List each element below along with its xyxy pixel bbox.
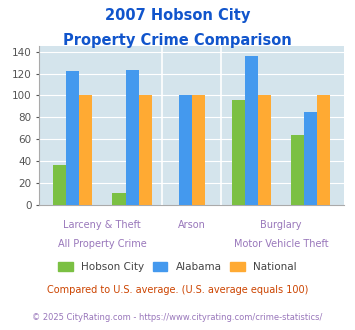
Text: © 2025 CityRating.com - https://www.cityrating.com/crime-statistics/: © 2025 CityRating.com - https://www.city…: [32, 313, 323, 322]
Bar: [317, 95, 331, 205]
Text: Compared to U.S. average. (U.S. average equals 100): Compared to U.S. average. (U.S. average …: [47, 285, 308, 295]
Text: All Property Crime: All Property Crime: [58, 240, 147, 249]
Bar: [231, 100, 245, 205]
Legend: Hobson City, Alabama, National: Hobson City, Alabama, National: [54, 258, 301, 276]
Bar: [304, 112, 317, 205]
Bar: [192, 95, 205, 205]
Bar: [66, 71, 79, 205]
Bar: [291, 135, 304, 205]
Bar: [79, 95, 92, 205]
Bar: [179, 95, 192, 205]
Bar: [139, 95, 152, 205]
Text: Property Crime Comparison: Property Crime Comparison: [63, 33, 292, 48]
Bar: [113, 193, 126, 205]
Bar: [245, 56, 258, 205]
Text: Motor Vehicle Theft: Motor Vehicle Theft: [234, 240, 328, 249]
Bar: [126, 70, 139, 205]
Bar: [258, 95, 271, 205]
Text: Larceny & Theft: Larceny & Theft: [64, 220, 141, 230]
Text: 2007 Hobson City: 2007 Hobson City: [105, 8, 250, 23]
Text: Arson: Arson: [178, 220, 206, 230]
Bar: [53, 165, 66, 205]
Text: Burglary: Burglary: [260, 220, 302, 230]
